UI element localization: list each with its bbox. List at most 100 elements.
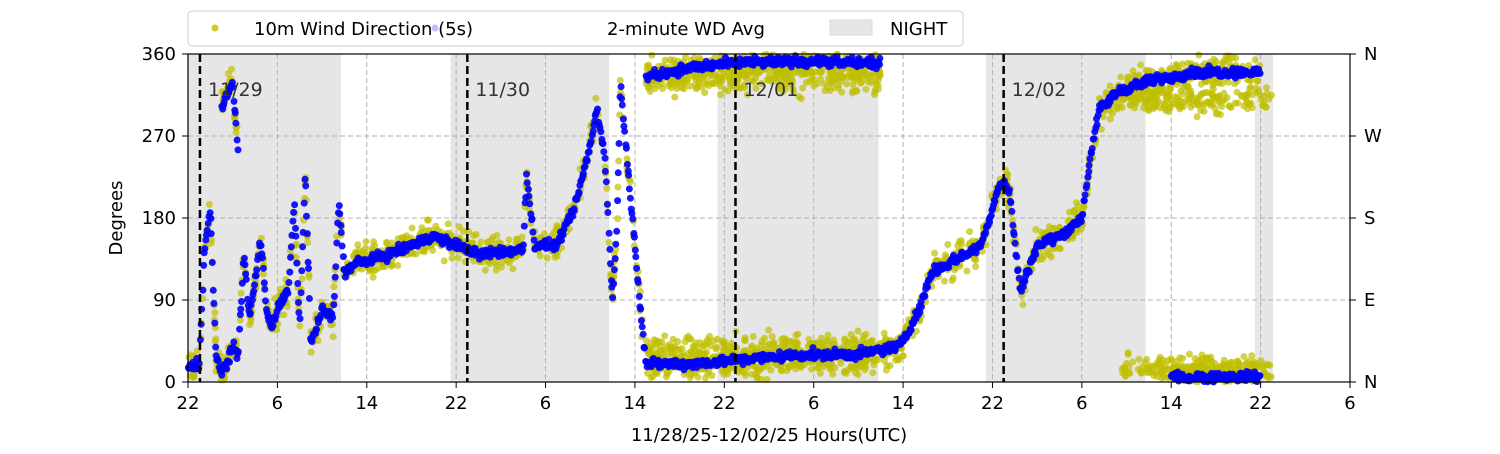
point-2min-avg — [520, 222, 528, 230]
point-2min-avg — [212, 343, 220, 351]
point-5s — [1195, 51, 1203, 59]
point-2min-avg — [601, 154, 609, 162]
point-5s — [688, 370, 696, 378]
point-2min-avg — [530, 236, 538, 244]
point-5s — [816, 369, 824, 377]
point-2min-avg — [242, 270, 250, 278]
point-5s — [798, 362, 805, 370]
point-5s — [789, 84, 797, 92]
point-2min-avg — [208, 259, 216, 266]
point-5s — [787, 337, 795, 345]
point-5s — [678, 84, 686, 92]
point-5s — [823, 337, 831, 344]
point-5s — [972, 263, 980, 270]
point-2min-avg — [333, 239, 341, 247]
point-2min-avg — [196, 336, 204, 344]
y2-tick-label: E — [1364, 290, 1375, 311]
point-5s — [1254, 77, 1262, 85]
point-5s — [666, 56, 674, 64]
point-5s — [701, 89, 709, 97]
point-5s — [1161, 361, 1169, 369]
point-5s — [695, 79, 703, 87]
point-2min-avg — [618, 101, 626, 109]
point-2min-avg — [632, 253, 640, 261]
point-2min-avg — [625, 171, 633, 179]
point-2min-avg — [601, 167, 609, 175]
point-5s — [1113, 105, 1121, 113]
point-5s — [894, 355, 902, 363]
point-5s — [592, 94, 600, 102]
point-5s — [958, 240, 965, 248]
point-5s — [795, 93, 803, 101]
x-tick-label: 14 — [892, 393, 915, 414]
point-5s — [246, 321, 254, 329]
point-5s — [824, 331, 832, 339]
point-5s — [354, 241, 362, 249]
point-5s — [792, 361, 800, 369]
point-2min-avg — [251, 281, 258, 289]
point-5s — [543, 254, 551, 262]
y2-tick-label: N — [1364, 372, 1377, 393]
point-2min-avg — [1086, 155, 1094, 163]
point-5s — [1197, 80, 1205, 88]
point-5s — [1219, 60, 1227, 68]
point-2min-avg — [286, 268, 294, 276]
point-5s — [1159, 369, 1167, 377]
point-2min-avg — [631, 246, 639, 254]
point-5s — [880, 329, 888, 337]
point-5s — [603, 184, 611, 192]
point-2min-avg — [1083, 181, 1091, 189]
point-2min-avg — [207, 230, 215, 238]
point-2min-avg — [294, 280, 302, 287]
point-5s — [623, 155, 631, 163]
point-5s — [1143, 364, 1151, 372]
y2-tick-label: N — [1364, 44, 1377, 65]
point-5s — [821, 87, 829, 95]
point-5s — [1262, 360, 1270, 368]
point-5s — [805, 336, 813, 343]
point-2min-avg — [1011, 239, 1019, 247]
day-marker-label: 11/29 — [208, 79, 263, 101]
point-2min-avg — [330, 292, 338, 300]
point-2min-avg — [303, 230, 311, 238]
point-2min-avg — [626, 194, 634, 202]
point-2min-avg — [269, 322, 277, 330]
point-5s — [236, 316, 244, 324]
point-2min-avg — [575, 189, 583, 197]
point-5s — [259, 270, 267, 278]
point-5s — [717, 91, 724, 99]
point-5s — [211, 337, 219, 345]
point-5s — [1193, 113, 1201, 121]
point-2min-avg — [296, 315, 304, 323]
point-5s — [1045, 250, 1053, 258]
point-2min-avg — [809, 344, 817, 352]
point-2min-avg — [1256, 69, 1264, 77]
point-2min-avg — [1077, 218, 1085, 226]
point-5s — [429, 246, 437, 254]
point-2min-avg — [610, 280, 618, 288]
point-5s — [741, 336, 748, 344]
point-5s — [1240, 353, 1248, 360]
point-2min-avg — [233, 136, 241, 144]
point-5s — [1262, 103, 1270, 111]
point-5s — [763, 376, 771, 383]
point-5s — [784, 76, 792, 84]
point-5s — [830, 336, 838, 344]
point-2min-avg — [629, 215, 637, 223]
point-2min-avg — [519, 241, 527, 249]
point-5s — [741, 371, 749, 379]
point-5s — [835, 81, 842, 89]
point-5s — [666, 341, 674, 349]
point-2min-avg — [305, 295, 313, 302]
point-5s — [719, 346, 727, 354]
point-5s — [330, 283, 338, 291]
point-2min-avg — [621, 127, 629, 135]
point-5s — [1235, 360, 1243, 368]
point-5s — [362, 238, 370, 246]
point-5s — [1248, 352, 1256, 360]
point-2min-avg — [259, 254, 266, 262]
point-5s — [1150, 99, 1158, 107]
point-5s — [689, 343, 697, 351]
point-2min-avg — [1025, 268, 1033, 276]
point-5s — [1073, 228, 1081, 236]
